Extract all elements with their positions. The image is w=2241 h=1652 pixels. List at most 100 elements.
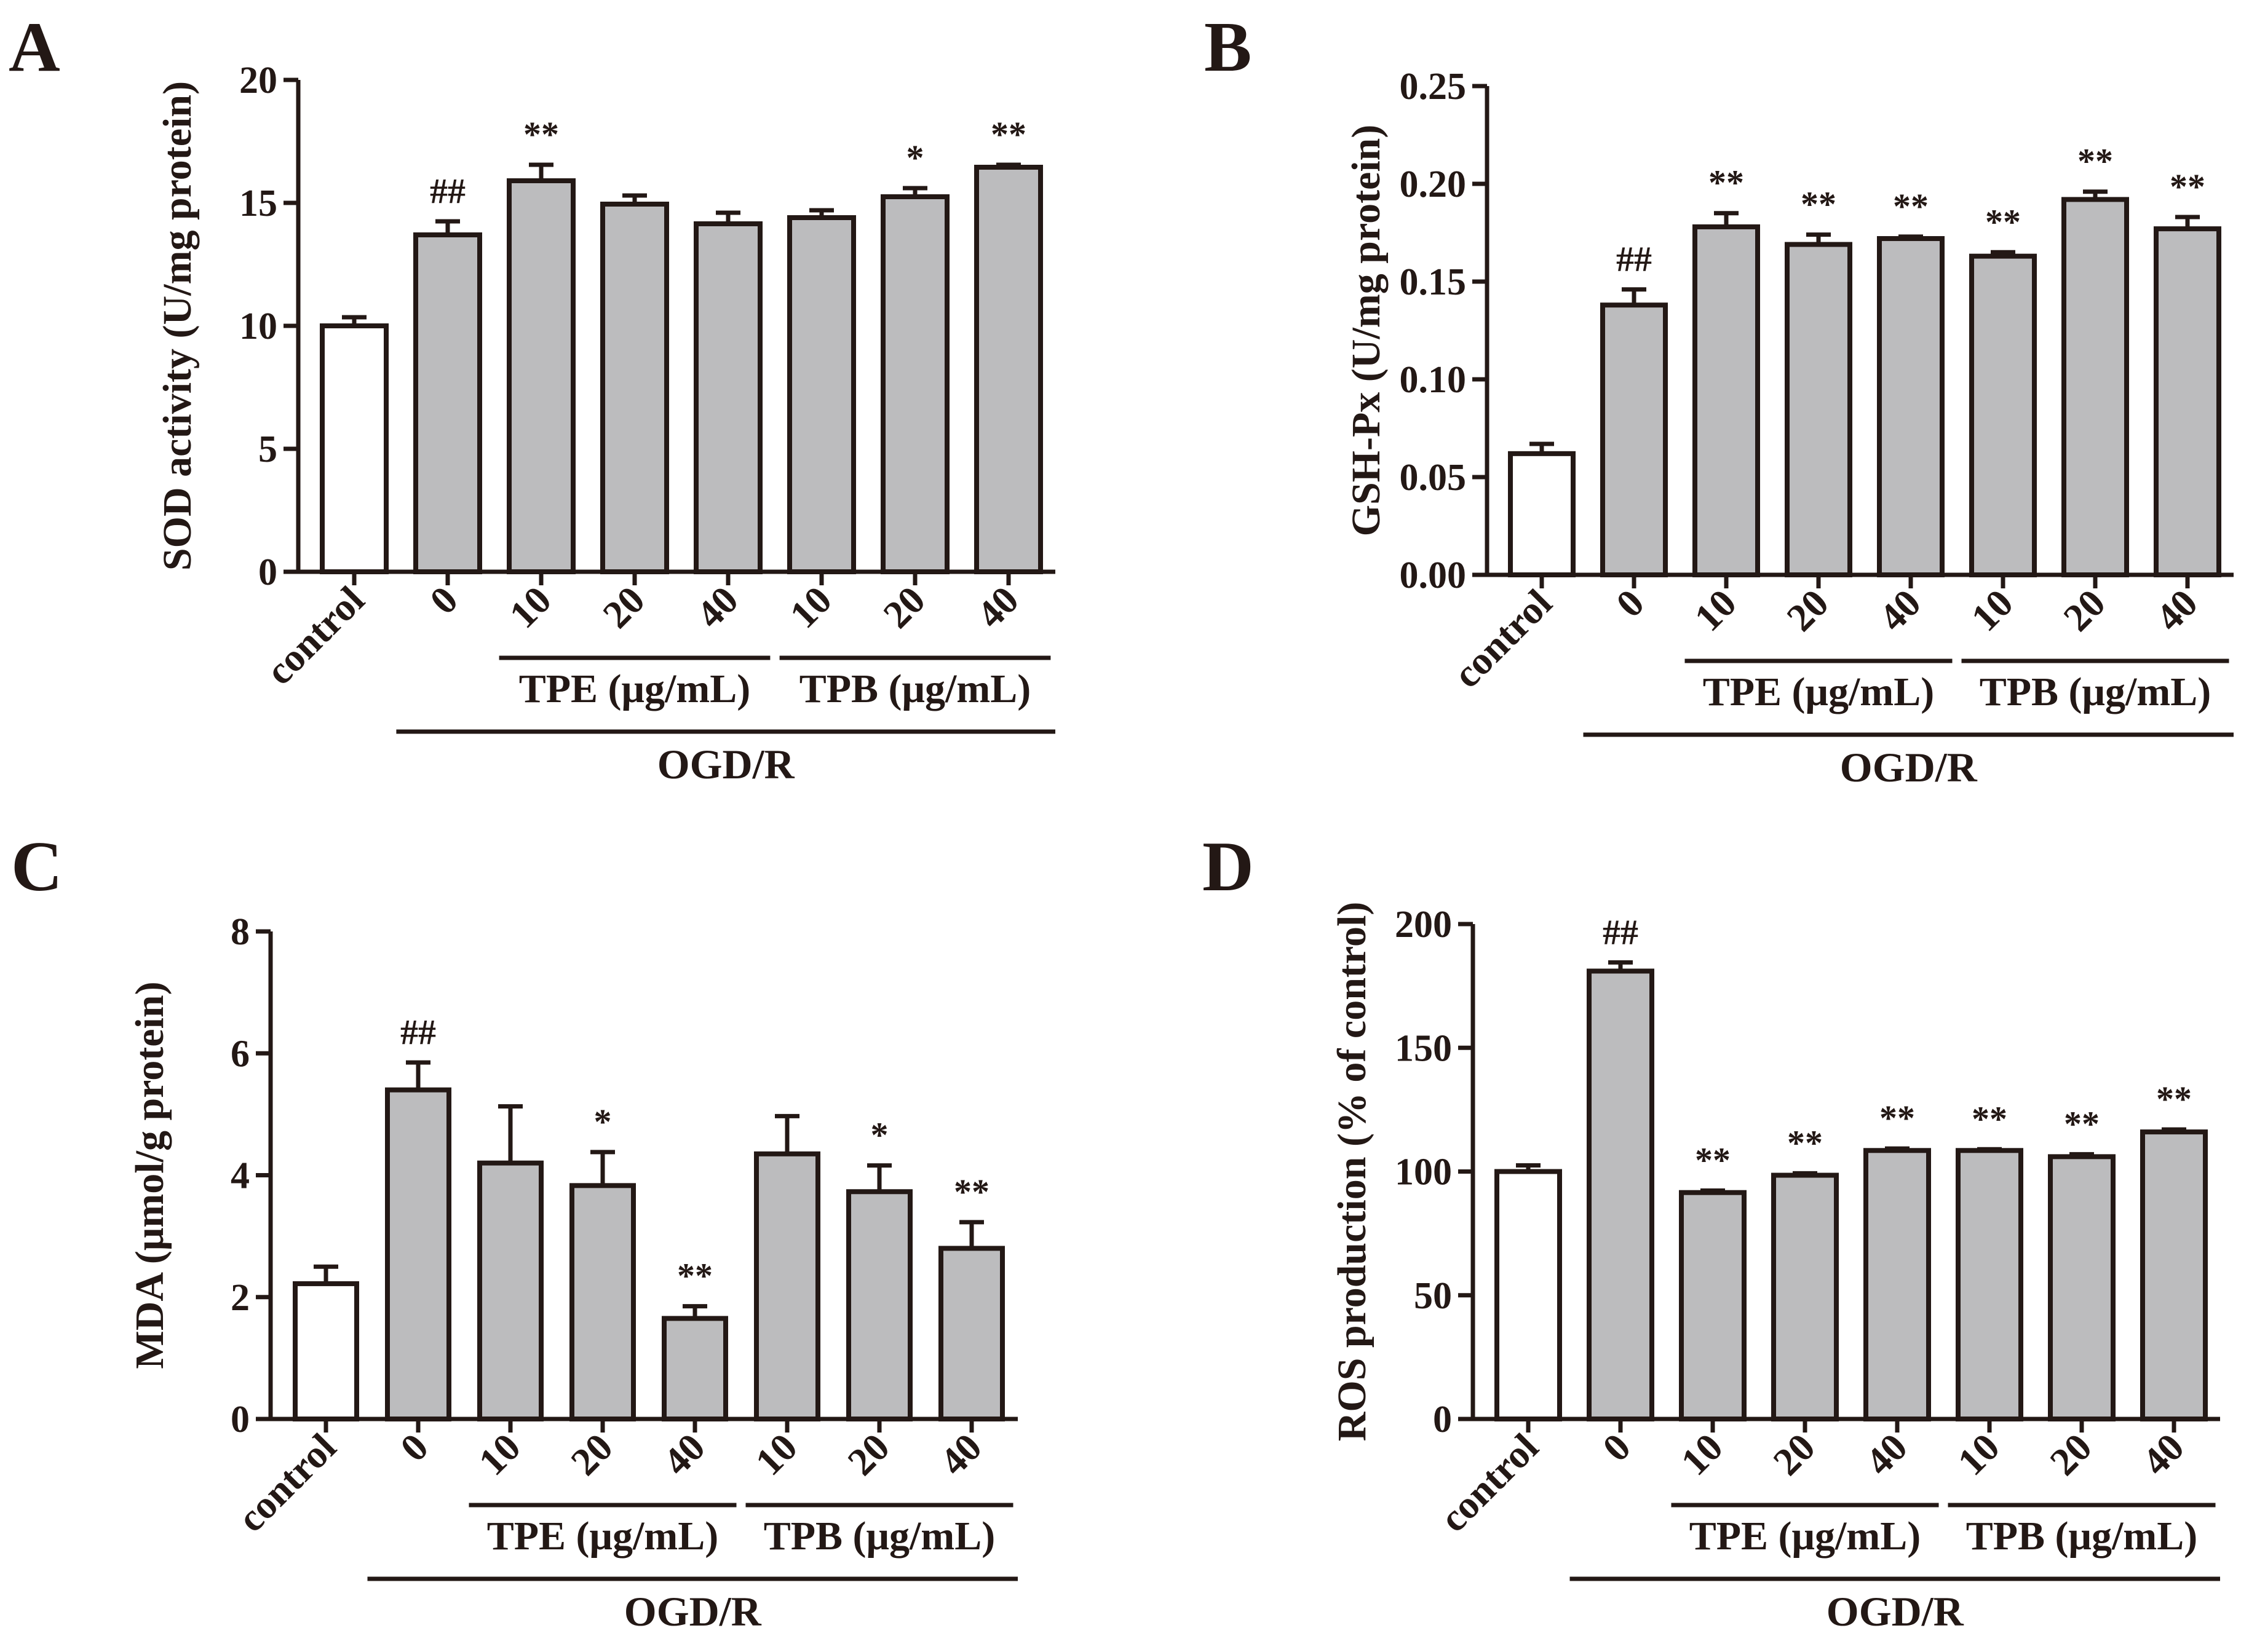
y-tick-label: 10	[239, 306, 277, 347]
x-tick-label-2: 10	[1686, 581, 1744, 639]
group-label-1: TPB (μg/mL)	[764, 1514, 996, 1559]
error-bar-3	[590, 1150, 615, 1186]
error-bar-3	[622, 193, 647, 204]
condition-label: OGD/R	[624, 1588, 762, 1635]
x-tick-label-0: control	[229, 1425, 344, 1541]
x-tick-label-4: 40	[688, 578, 746, 636]
x-tick-label-4: 40	[1870, 581, 1929, 639]
significance-mark-2: **	[1708, 163, 1744, 203]
y-tick-label: 0.20	[1400, 164, 1467, 205]
error-bar-5	[775, 1113, 799, 1154]
x-tick-label-5: 10	[1949, 1425, 2007, 1484]
y-tick-label: 8	[231, 911, 250, 953]
bar-7	[938, 1246, 1005, 1421]
error-bar-0	[342, 315, 367, 326]
y-tick-label: 100	[1395, 1152, 1452, 1193]
panel-letter-b: B	[1204, 8, 1251, 87]
significance-mark-7: **	[2156, 1079, 2192, 1119]
x-tick-label-0: control	[1431, 1425, 1547, 1541]
x-tick-label-1: 0	[421, 578, 466, 623]
bar-5	[754, 1151, 820, 1422]
group-label-1: TPB (μg/mL)	[799, 666, 1031, 711]
x-tick-label-3: 20	[562, 1425, 621, 1484]
x-tick-label-4: 40	[654, 1425, 713, 1484]
x-tick-label-5: 10	[1962, 581, 2021, 639]
condition-label: OGD/R	[1827, 1588, 1964, 1635]
bar-2	[507, 178, 576, 574]
significance-mark-2: **	[523, 114, 559, 154]
x-tick-label-7: 40	[2133, 1425, 2192, 1484]
error-bar-7	[959, 1220, 984, 1249]
group-label-0: TPE (μg/mL)	[1689, 1514, 1921, 1559]
error-bar-4	[716, 210, 740, 224]
error-bar-5	[1991, 250, 2015, 256]
error-bar-1	[435, 219, 460, 235]
y-tick-label: 15	[239, 183, 277, 224]
error-bar-2	[1714, 211, 1739, 227]
significance-mark-1: ##	[1616, 239, 1652, 279]
x-tick-label-7: 40	[2147, 581, 2205, 639]
bar-6	[881, 194, 950, 574]
x-tick-label-6: 20	[2041, 1425, 2100, 1484]
x-tick-label-1: 0	[1608, 581, 1652, 626]
panel-letter-a: A	[9, 8, 60, 87]
error-bar-6	[2069, 1152, 2094, 1157]
bar-1	[385, 1087, 451, 1421]
significance-mark-1: ##	[1603, 912, 1638, 952]
x-tick-label-7: 40	[931, 1425, 990, 1484]
error-bar-2	[529, 162, 553, 181]
bar-0	[1508, 451, 1576, 578]
error-bar-4	[1885, 1146, 1910, 1151]
y-axis-label: ROS production (% of control)	[1330, 902, 1374, 1442]
bar-0	[1494, 1169, 1562, 1421]
significance-mark-5: **	[1985, 202, 2021, 242]
error-bar-0	[1516, 1163, 1541, 1172]
y-axis-label: MDA (μmol/g protein)	[127, 981, 172, 1369]
y-tick-label: 4	[231, 1155, 250, 1197]
x-tick-label-6: 20	[2055, 581, 2113, 639]
bar-3	[600, 202, 669, 574]
y-tick-label: 150	[1395, 1027, 1452, 1069]
y-axis-label: GSH-Px (U/mg protein)	[1344, 125, 1389, 537]
significance-mark-4: **	[677, 1256, 713, 1296]
y-tick-label: 0	[258, 551, 277, 593]
y-tick-label: 200	[1395, 904, 1452, 946]
x-tick-label-6: 20	[875, 578, 933, 636]
y-tick-label: 2	[231, 1277, 250, 1319]
group-label-0: TPE (μg/mL)	[519, 666, 751, 711]
y-tick-label: 0.15	[1400, 261, 1467, 303]
significance-mark-6: **	[2064, 1104, 2100, 1144]
error-bar-1	[1608, 960, 1633, 971]
bar-0	[320, 323, 389, 574]
condition-label: OGD/R	[1840, 744, 1978, 791]
bar-4	[1863, 1148, 1931, 1421]
bar-5	[1956, 1148, 2023, 1421]
x-tick-label-0: control	[257, 578, 373, 694]
significance-mark-1: ##	[430, 171, 466, 211]
group-label-1: TPB (μg/mL)	[1966, 1514, 2198, 1559]
x-tick-label-5: 10	[781, 578, 839, 636]
group-label-0: TPE (μg/mL)	[487, 1514, 719, 1559]
y-tick-label: 0.10	[1400, 359, 1467, 401]
significance-mark-6: *	[906, 138, 924, 178]
bar-6	[2048, 1154, 2116, 1421]
significance-mark-3: *	[594, 1102, 612, 1142]
panel-a: A SOD activity (U/mg protein) 0 5 10 15 20 cont…	[9, 8, 1055, 788]
significance-mark-7: **	[2170, 167, 2205, 207]
bar-4	[662, 1316, 728, 1422]
bar-7	[2140, 1129, 2208, 1421]
x-tick-label-2: 10	[1672, 1425, 1731, 1484]
bar-3	[569, 1183, 636, 1421]
x-tick-label-0: control	[1445, 581, 1560, 697]
panel-letter-c: C	[11, 828, 63, 906]
bar-1	[1600, 302, 1668, 577]
y-tick-label: 0.25	[1400, 66, 1467, 108]
bar-4	[694, 221, 763, 574]
x-tick-label-2: 10	[501, 578, 559, 636]
x-tick-label-7: 40	[968, 578, 1026, 636]
x-tick-label-3: 20	[1778, 581, 1836, 639]
significance-mark-5: **	[1972, 1099, 2007, 1139]
significance-mark-4: **	[1893, 186, 1929, 226]
